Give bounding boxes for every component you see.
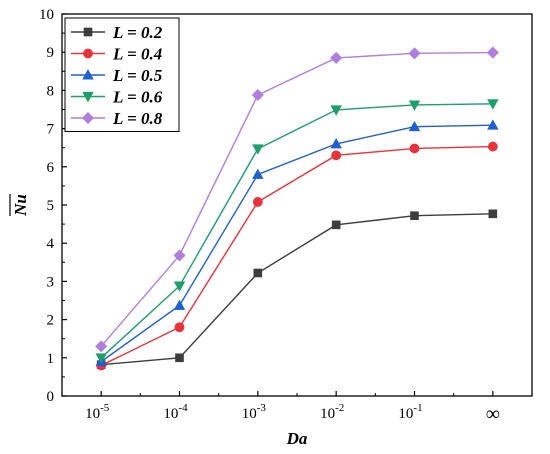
legend-marker xyxy=(83,48,93,59)
data-point xyxy=(253,268,263,278)
data-point xyxy=(330,105,342,116)
data-point xyxy=(173,299,186,310)
x-tick-label: 10-5 xyxy=(85,402,110,422)
data-point xyxy=(408,120,421,132)
data-point xyxy=(252,144,264,155)
y-tick-label: 5 xyxy=(47,198,55,214)
legend-marker xyxy=(83,27,93,37)
series-layer xyxy=(95,46,499,371)
series-3 xyxy=(95,119,499,367)
y-tick-label: 2 xyxy=(47,313,55,329)
y-tick-label: 6 xyxy=(47,160,55,176)
data-point xyxy=(173,249,186,262)
y-tick-label: 1 xyxy=(47,351,55,367)
data-point xyxy=(487,99,499,110)
data-point xyxy=(252,197,263,207)
x-tick-label: 10-4 xyxy=(163,402,188,422)
y-axis-title-text: Nu xyxy=(11,194,30,217)
data-point xyxy=(331,150,342,161)
x-tick-label: 10-2 xyxy=(320,402,344,422)
data-point xyxy=(175,353,184,363)
series-line xyxy=(100,51,493,347)
y-axis-title: Nu xyxy=(9,194,30,217)
data-point xyxy=(331,220,341,230)
data-point xyxy=(252,168,264,179)
data-point xyxy=(410,211,419,220)
data-point xyxy=(330,138,342,149)
legend-marker xyxy=(81,111,95,125)
series-line xyxy=(100,103,493,359)
y-tick-label: 3 xyxy=(47,274,55,290)
y-tick-label: 9 xyxy=(47,45,55,61)
x-tick-label: 10-1 xyxy=(398,402,422,422)
y-tick-label: 7 xyxy=(47,122,55,138)
x-axis-title: Da xyxy=(286,429,308,448)
data-point xyxy=(251,88,264,102)
series-line xyxy=(100,145,493,367)
y-tick-label: 4 xyxy=(47,236,55,252)
series-2 xyxy=(96,141,498,371)
x-tick-label: 10-3 xyxy=(242,402,267,422)
data-point xyxy=(488,209,498,219)
x-tick-label: ∞ xyxy=(486,403,500,425)
data-point xyxy=(408,100,421,111)
series-line xyxy=(101,213,493,366)
data-point xyxy=(487,141,498,152)
data-point xyxy=(174,322,185,333)
data-point xyxy=(330,51,343,64)
legend-label: L = 0.8 xyxy=(112,109,163,128)
legend: L = 0.2 L = 0.4 L = 0.5 L = 0.6 L = 0.8 xyxy=(64,17,180,132)
legend-label: L = 0.6 xyxy=(112,88,163,107)
y-tick-label: 8 xyxy=(47,83,55,99)
data-point xyxy=(486,46,499,59)
legend-marker xyxy=(82,69,94,80)
series-5 xyxy=(95,46,499,353)
legend-label: L = 0.2 xyxy=(112,23,163,42)
data-point xyxy=(408,47,421,60)
y-tick-label: 10 xyxy=(39,7,54,23)
data-point xyxy=(409,143,420,154)
y-tick-label: 0 xyxy=(47,389,55,405)
data-point xyxy=(173,281,186,292)
series-1 xyxy=(96,209,498,369)
legend-marker xyxy=(82,92,94,103)
data-point xyxy=(487,119,499,130)
series-line xyxy=(100,124,493,363)
data-point xyxy=(95,353,107,364)
axis-layer: 0 1 2 3 4 5 6 7 8 9 10 10-5 10-4 10-3 10-2 10-1 ∞ xyxy=(39,7,500,425)
data-point xyxy=(95,340,108,353)
series-4 xyxy=(95,99,499,364)
legend-label: L = 0.4 xyxy=(112,45,162,64)
legend-label: L = 0.5 xyxy=(112,66,163,85)
